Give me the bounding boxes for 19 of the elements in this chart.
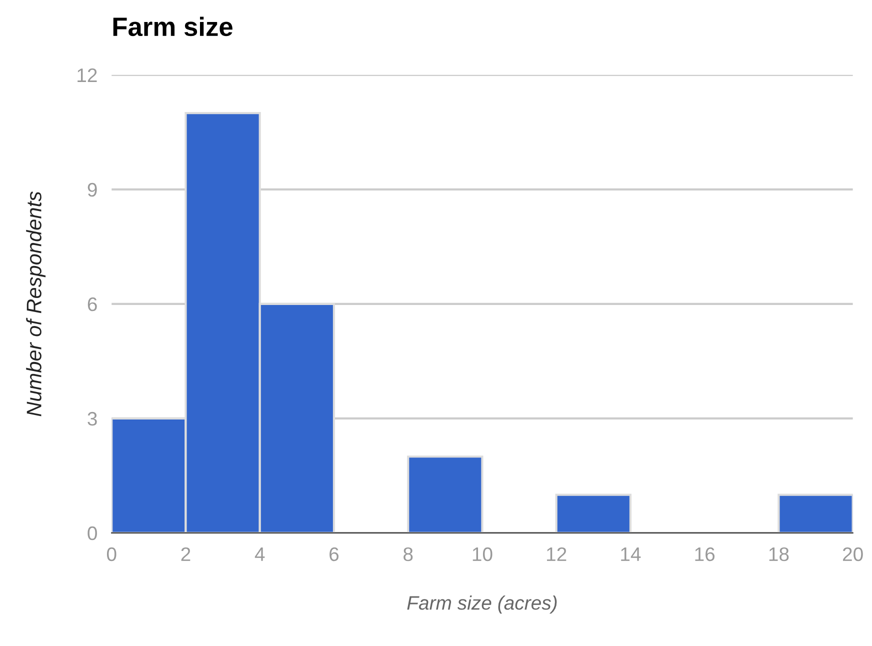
- x-tick-label: 8: [404, 547, 413, 562]
- y-tick-label: 6: [88, 297, 97, 312]
- y-tick-label: 12: [78, 68, 97, 82]
- x-axis-title: Farm size (acres): [407, 596, 557, 614]
- x-tick-label: 2: [181, 547, 190, 561]
- x-tick-label: 0: [106, 547, 116, 562]
- x-tick-label: 14: [621, 548, 641, 561]
- x-tick-label: 16: [695, 547, 715, 562]
- y-tick-label: 3: [88, 412, 97, 426]
- x-tick-label: 12: [547, 547, 566, 561]
- x-tick-label: 10: [472, 547, 492, 562]
- y-tick-label: 9: [88, 182, 97, 197]
- chart-title: Farm size: [113, 16, 232, 36]
- x-tick-label: 4: [254, 548, 265, 561]
- y-axis-title: Number of Respondents: [26, 191, 46, 416]
- x-tick-label: 18: [769, 547, 789, 562]
- x-tick-label: 20: [842, 547, 863, 562]
- x-tick-label: 6: [330, 547, 339, 562]
- y-tick-label: 0: [88, 526, 97, 540]
